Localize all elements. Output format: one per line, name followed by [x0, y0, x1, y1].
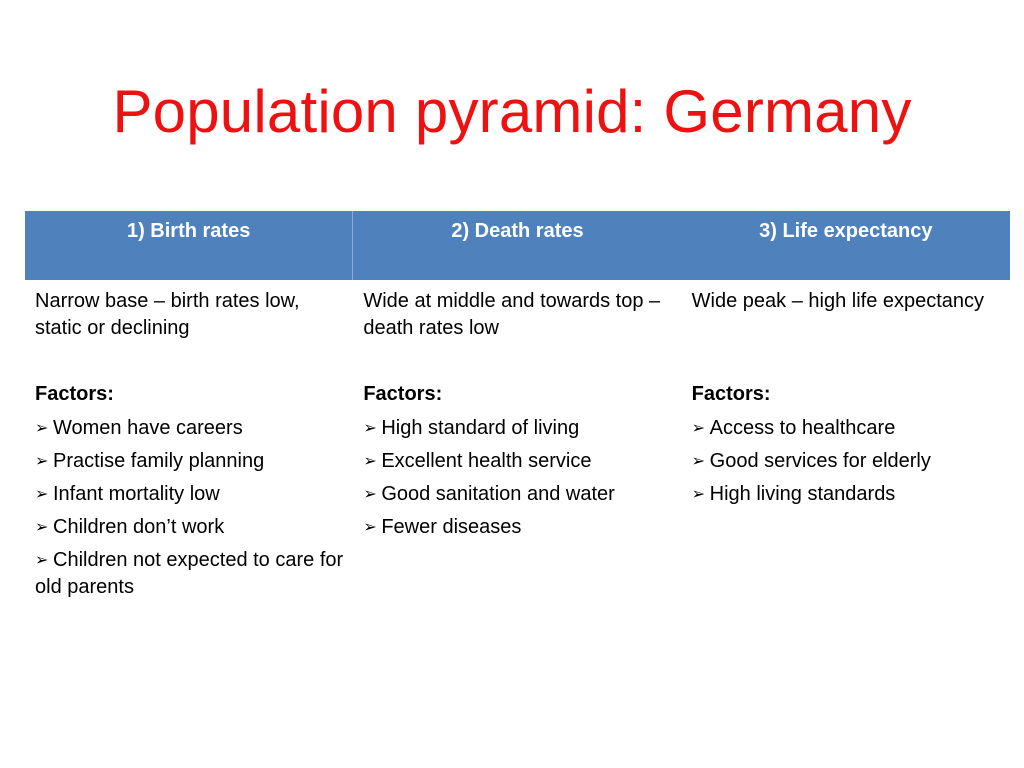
- factor-item: ➢ Excellent health service: [363, 448, 671, 475]
- factor-text: Children don’t work: [53, 516, 225, 538]
- arrowhead-bullet-icon: ➢: [363, 453, 377, 470]
- arrowhead-bullet-icon: ➢: [363, 519, 377, 536]
- factor-text: Good sanitation and water: [381, 483, 615, 505]
- cell-birth-rates: Narrow base – birth rates low, static or…: [25, 280, 353, 601]
- death-rates-factors-label: Factors:: [363, 383, 443, 405]
- life-expectancy-factor-list: ➢ Access to healthcare ➢ Good services for …: [692, 415, 1000, 508]
- header-death-rates: 2) Death rates: [451, 220, 584, 242]
- birth-rates-factor-list: ➢ Women have careers ➢ Practise family plan…: [35, 415, 343, 601]
- factor-item: ➢ Children don’t work: [35, 514, 343, 541]
- birth-rates-description: Narrow base – birth rates low, static or…: [35, 290, 300, 339]
- birth-rates-factors-label: Factors:: [35, 383, 114, 405]
- factor-item: ➢ High standard of living: [363, 415, 671, 442]
- death-rates-factor-list: ➢ High standard of living ➢ Excellent healt…: [363, 415, 671, 541]
- factor-text: Women have careers: [53, 417, 243, 439]
- factor-text: Fewer diseases: [381, 516, 522, 538]
- arrowhead-bullet-icon: ➢: [35, 486, 49, 503]
- slide-title: Population pyramid: Germany: [112, 78, 912, 145]
- arrowhead-bullet-icon: ➢: [35, 519, 49, 536]
- factor-text: Infant mortality low: [53, 483, 220, 505]
- factor-item: ➢ Infant mortality low: [35, 481, 343, 508]
- factor-text: Access to healthcare: [709, 417, 896, 439]
- factor-text: Excellent health service: [381, 450, 592, 472]
- factor-item: ➢ Access to healthcare: [692, 415, 1000, 442]
- cell-death-rates: Wide at middle and towards top – death r…: [353, 280, 681, 601]
- factor-text: Practise family planning: [53, 450, 265, 472]
- life-expectancy-factors-label: Factors:: [691, 383, 771, 405]
- arrowhead-bullet-icon: ➢: [363, 486, 377, 503]
- life-expectancy-description: Wide peak – high life expectancy: [691, 290, 985, 312]
- table-header-row: 1) Birth rates 2) Death rates 3) Life ex…: [25, 211, 1010, 280]
- cell-life-expectancy: Wide peak – high life expectancy Factors…: [682, 280, 1010, 601]
- arrowhead-bullet-icon: ➢: [363, 420, 377, 437]
- factor-item: ➢ High living standards: [692, 481, 1000, 508]
- factors-table: 1) Birth rates 2) Death rates 3) Life ex…: [25, 211, 1010, 601]
- factor-item: ➢ Good sanitation and water: [363, 481, 671, 508]
- header-birth-rates: 1) Birth rates: [25, 211, 354, 280]
- factor-text: Children not expected to care for old pa…: [35, 549, 344, 598]
- factor-text: Good services for elderly: [709, 450, 931, 472]
- factor-text: High standard of living: [381, 417, 580, 439]
- factor-item: ➢ Good services for elderly: [692, 448, 1000, 475]
- factor-item: ➢ Fewer diseases: [363, 514, 671, 541]
- factor-item: ➢ Women have careers: [35, 415, 343, 442]
- table-body-row: Narrow base – birth rates low, static or…: [25, 280, 1010, 601]
- factor-item: ➢ Practise family planning: [35, 448, 343, 475]
- factor-item: ➢ Children not expected to care for old p…: [35, 547, 343, 601]
- arrowhead-bullet-icon: ➢: [691, 486, 706, 503]
- arrowhead-bullet-icon: ➢: [691, 453, 706, 470]
- arrowhead-bullet-icon: ➢: [35, 420, 49, 437]
- arrowhead-bullet-icon: ➢: [35, 453, 49, 470]
- death-rates-description: Wide at middle and towards top – death r…: [363, 290, 661, 339]
- header-life-expectancy: 3) Life expectancy: [759, 220, 933, 242]
- factor-text: High living standards: [709, 483, 896, 505]
- arrowhead-bullet-icon: ➢: [691, 420, 706, 437]
- arrowhead-bullet-icon: ➢: [35, 552, 49, 569]
